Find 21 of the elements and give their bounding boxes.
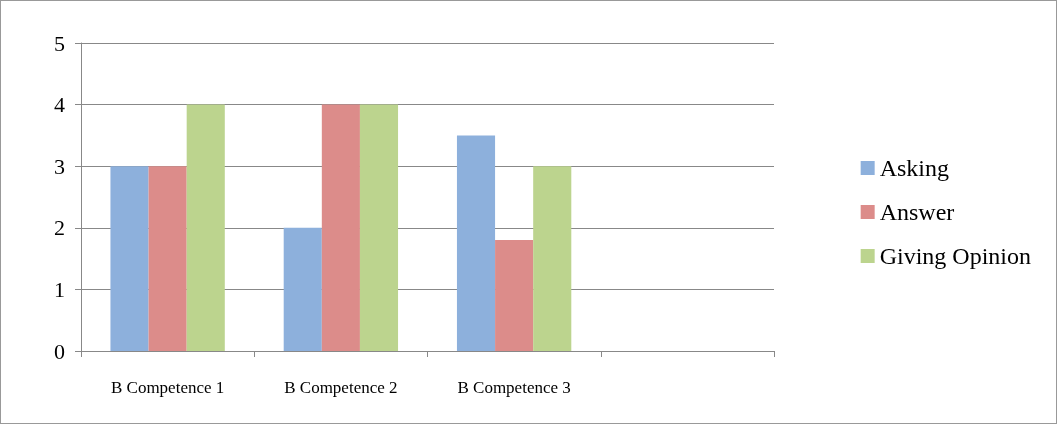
bar [495, 240, 534, 351]
bar [456, 135, 496, 351]
legend-label: Answer [879, 199, 955, 225]
bar [148, 166, 187, 351]
bar [533, 166, 572, 351]
bar [110, 166, 149, 351]
y-tick-label: 4 [54, 92, 65, 118]
legend-label: Asking [879, 155, 950, 181]
y-tick-label: 3 [54, 153, 65, 179]
bar [186, 104, 225, 351]
bar [283, 227, 322, 351]
legend-label: Giving Opinion [879, 243, 1032, 269]
bar [321, 104, 360, 351]
y-tick-label: 2 [54, 215, 65, 241]
y-tick-label: 5 [54, 30, 65, 56]
y-tick-label: 1 [54, 276, 65, 302]
bar [359, 104, 399, 351]
x-tick-label: B Competence 1 [110, 378, 225, 397]
x-tick-label: B Competence 2 [284, 378, 398, 397]
x-tick-label: B Competence 3 [457, 378, 571, 397]
y-tick-label: 0 [54, 338, 65, 364]
